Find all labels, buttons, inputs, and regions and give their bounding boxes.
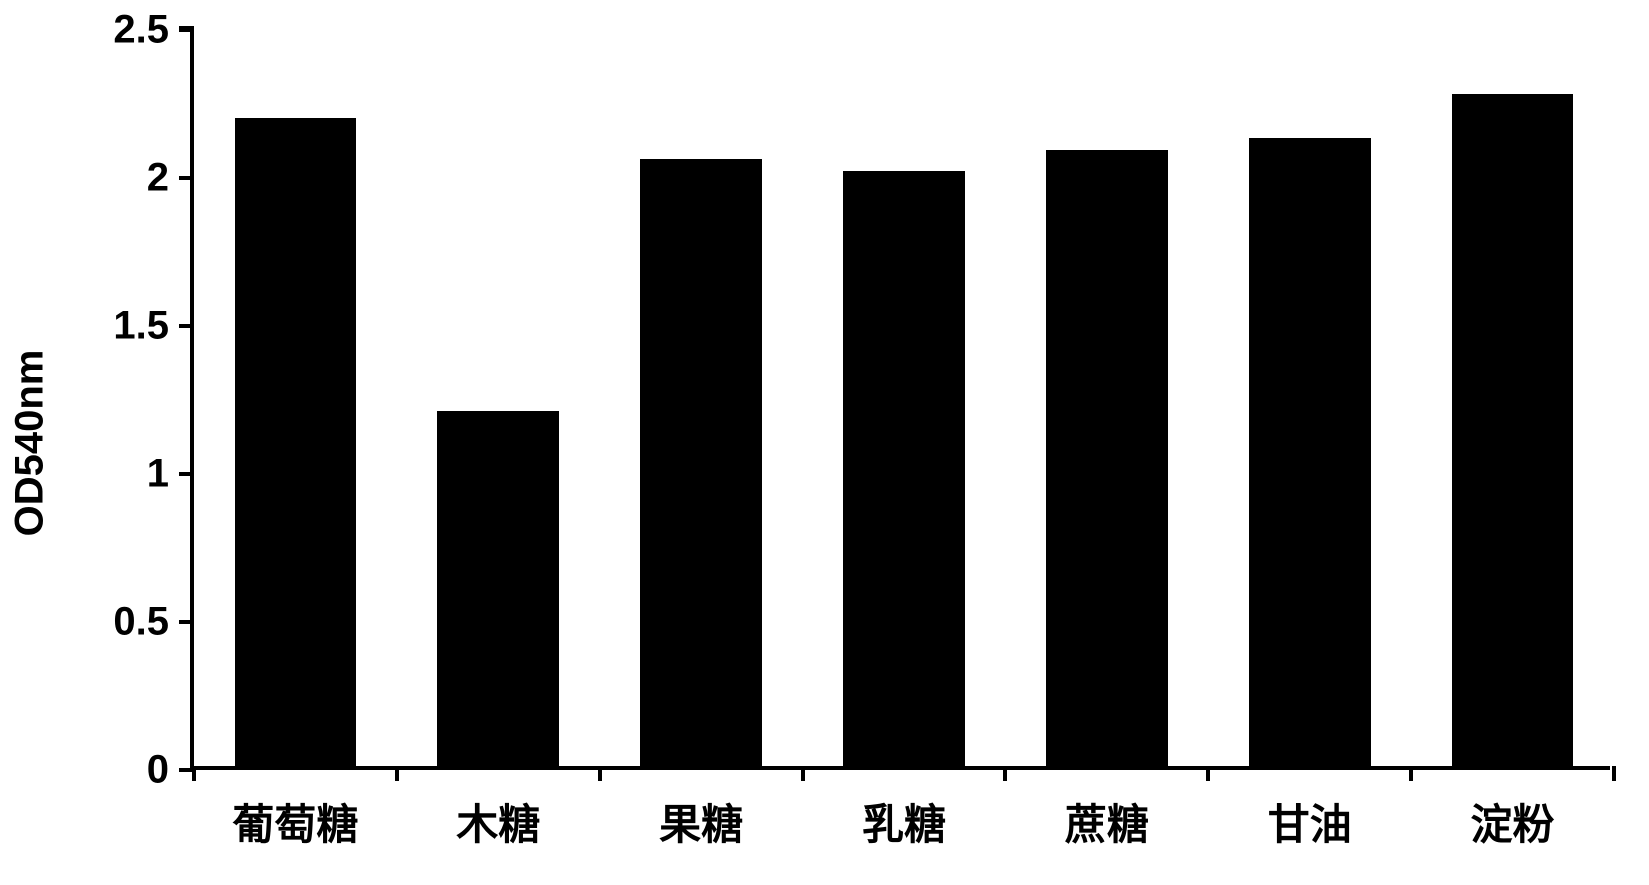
bar bbox=[843, 171, 965, 766]
y-tick bbox=[179, 472, 194, 476]
y-tick bbox=[179, 28, 194, 32]
x-category-label: 木糖 bbox=[456, 791, 540, 852]
y-tick-label: 0 bbox=[147, 748, 169, 793]
x-category-label: 葡萄糖 bbox=[232, 791, 358, 852]
bar bbox=[1249, 138, 1371, 766]
x-tick bbox=[1206, 766, 1210, 781]
bar-chart: OD540nm 00.511.522.5葡萄糖木糖果糖乳糖蔗糖甘油淀粉 bbox=[80, 20, 1620, 865]
x-tick bbox=[1612, 766, 1616, 781]
x-tick bbox=[1409, 766, 1413, 781]
bar bbox=[1452, 94, 1574, 766]
plot-area: 00.511.522.5葡萄糖木糖果糖乳糖蔗糖甘油淀粉 bbox=[190, 30, 1610, 770]
y-tick-label: 2.5 bbox=[113, 8, 169, 53]
y-tick-label: 1.5 bbox=[113, 304, 169, 349]
bar bbox=[437, 411, 559, 766]
y-tick-label: 1 bbox=[147, 452, 169, 497]
y-tick-label: 2 bbox=[147, 156, 169, 201]
bar bbox=[235, 118, 357, 766]
y-tick bbox=[179, 324, 194, 328]
y-tick-label: 0.5 bbox=[113, 600, 169, 645]
y-tick bbox=[179, 620, 194, 624]
y-axis-label: OD540nm bbox=[8, 349, 53, 536]
x-category-label: 甘油 bbox=[1268, 791, 1352, 852]
bar bbox=[640, 159, 762, 766]
x-tick bbox=[801, 766, 805, 781]
x-tick bbox=[1003, 766, 1007, 781]
x-category-label: 乳糖 bbox=[862, 791, 946, 852]
x-tick bbox=[192, 766, 196, 781]
x-category-label: 蔗糖 bbox=[1065, 791, 1149, 852]
bar bbox=[1046, 150, 1168, 766]
x-category-label: 果糖 bbox=[659, 791, 743, 852]
y-tick bbox=[179, 176, 194, 180]
x-tick bbox=[598, 766, 602, 781]
x-category-label: 淀粉 bbox=[1471, 791, 1555, 852]
x-tick bbox=[395, 766, 399, 781]
